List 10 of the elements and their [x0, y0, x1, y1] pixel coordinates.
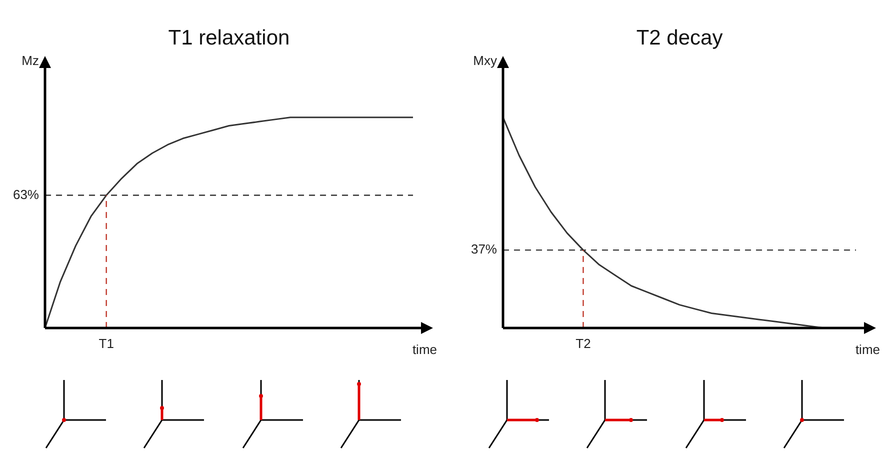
x-axis-title: time — [855, 342, 880, 358]
y-axis-title: Mxy — [473, 52, 498, 68]
annotation: T1 — [98, 336, 114, 352]
y-axis-title: Mz — [22, 52, 39, 68]
ref-line-label: 37% — [470, 242, 498, 257]
annotation: T2 — [576, 336, 591, 352]
chart-title: T2 decay — [636, 26, 724, 50]
chart-title: T1 relaxation — [168, 26, 290, 50]
ref-line-label: 63% — [12, 186, 40, 202]
x-axis-title: time — [412, 342, 437, 358]
